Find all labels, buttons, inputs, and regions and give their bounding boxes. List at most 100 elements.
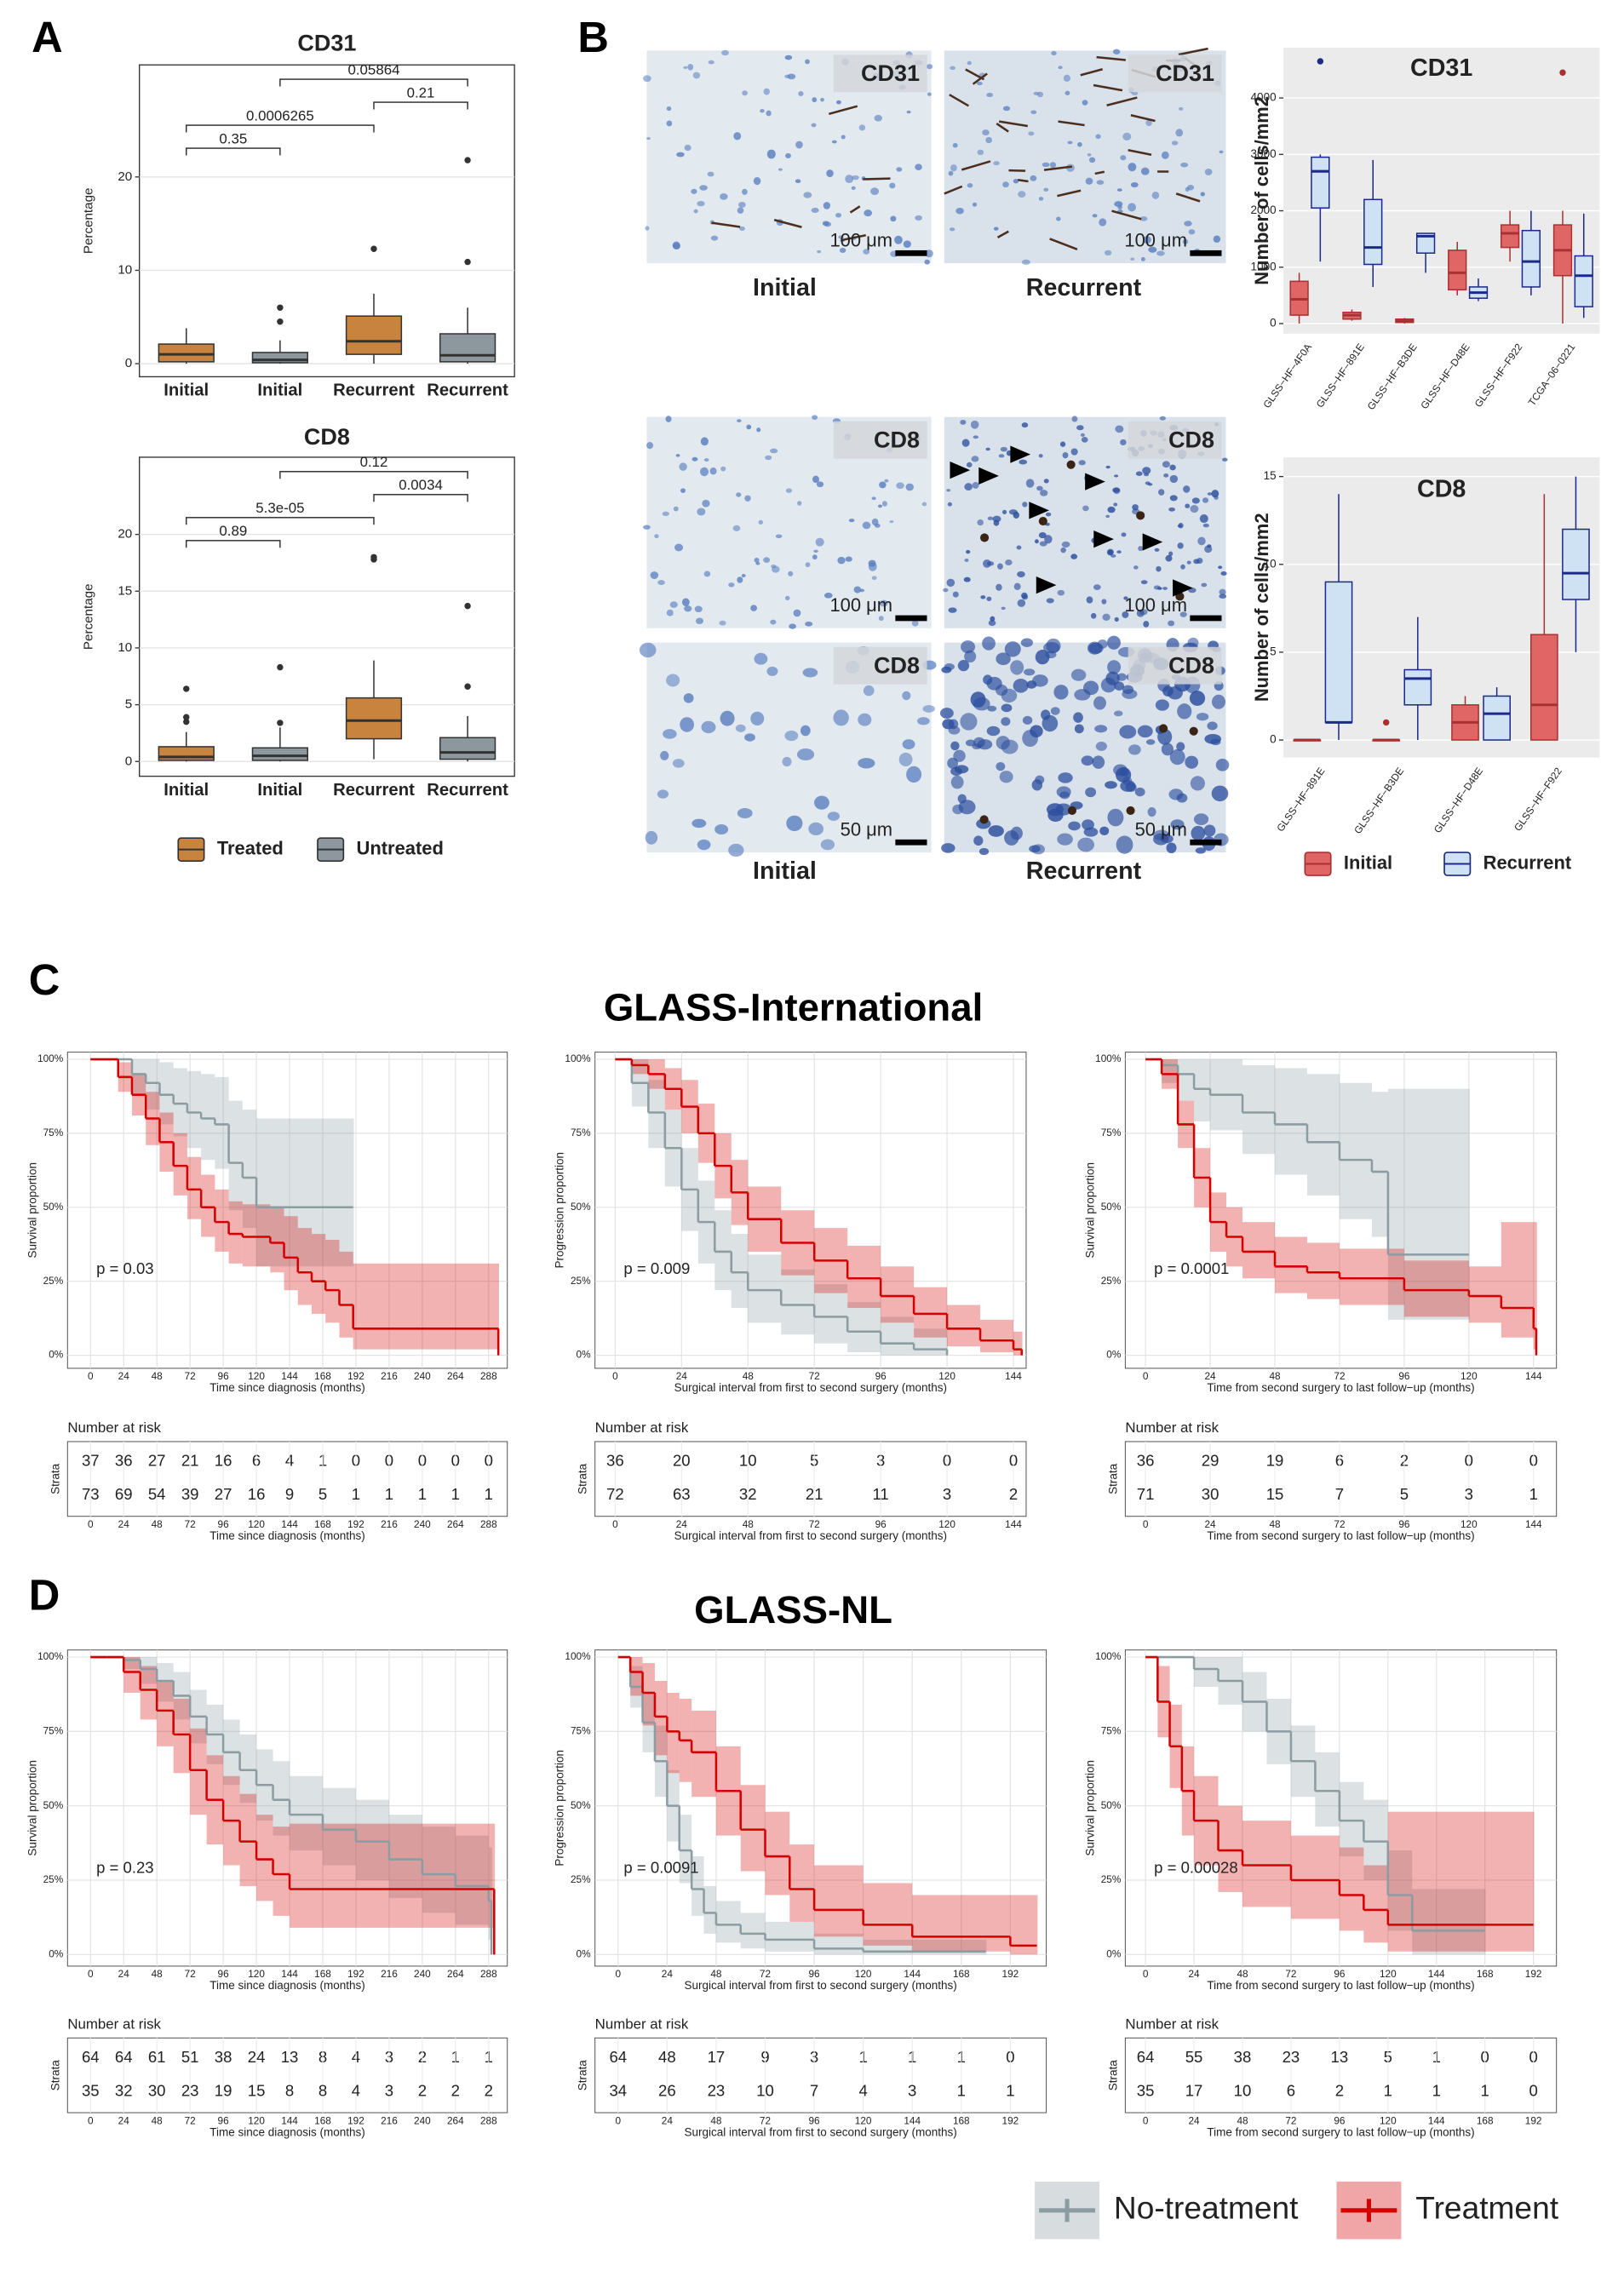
confidence-band [140, 1657, 158, 1684]
x-tick-label: 96 [1398, 1370, 1410, 1382]
nucleus [852, 175, 859, 181]
nucleus [694, 605, 703, 613]
risk-x-tick-label: 0 [88, 1518, 94, 1530]
nucleus [924, 259, 930, 265]
nucleus [1145, 119, 1152, 127]
confidence-band [157, 1663, 174, 1702]
nucleus [1086, 596, 1093, 604]
risk-count: 1 [1432, 2081, 1441, 2099]
nucleus [1137, 725, 1153, 738]
micrograph-caption: Recurrent [1026, 857, 1142, 885]
nucleus [654, 534, 659, 539]
nucleus [697, 200, 705, 207]
nucleus [898, 752, 913, 766]
risk-count: 2 [485, 2081, 493, 2099]
nucleus [660, 750, 669, 760]
x-tick-label: 48 [152, 1968, 164, 1980]
nucleus [986, 596, 992, 601]
nucleus [868, 562, 877, 571]
x-tick-label: 72 [1334, 1370, 1345, 1382]
risk-count: 35 [1137, 2081, 1155, 2099]
nucleus [1071, 416, 1078, 422]
comparison-bracket [279, 471, 468, 479]
chart-title: CD8 [1417, 475, 1466, 502]
nucleus [1188, 229, 1196, 235]
nucleus [1046, 598, 1054, 604]
nucleus [957, 660, 970, 672]
nucleus [699, 185, 708, 191]
nucleus [1130, 182, 1139, 188]
nucleus [1162, 461, 1170, 468]
nucleus [1001, 509, 1007, 514]
risk-x-axis-label: Time since diagnosis (months) [209, 1529, 365, 1542]
nucleus [879, 481, 887, 489]
plot-background [139, 456, 515, 777]
nucleus [703, 571, 711, 577]
nucleus [770, 448, 778, 454]
nucleus [695, 617, 704, 624]
nucleus [735, 724, 746, 732]
nucleus [1175, 129, 1184, 137]
y-tick-label: 75% [1101, 1724, 1122, 1736]
risk-x-axis-label: Time since diagnosis (months) [209, 2125, 365, 2138]
confidence-band [323, 1823, 356, 1928]
nucleus [643, 75, 651, 83]
nucleus [1105, 514, 1110, 519]
nucleus [798, 90, 804, 97]
nucleus [1059, 791, 1070, 800]
legend-label: Treatment [1415, 2190, 1558, 2226]
confidence-band [814, 1933, 864, 1955]
nucleus [1092, 755, 1105, 769]
nucleus [1107, 635, 1121, 650]
nucleus [955, 207, 964, 215]
nucleus [1030, 175, 1037, 181]
vessel [998, 120, 1029, 128]
confidence-band [863, 1883, 913, 1946]
nucleus [1153, 585, 1161, 590]
nucleus [947, 502, 952, 507]
x-tick-label: 0 [612, 1370, 618, 1382]
panel-label: D [29, 1570, 60, 1619]
outlier [183, 685, 190, 692]
arrowhead [978, 467, 999, 485]
nucleus [982, 636, 996, 651]
nucleus [1139, 216, 1148, 221]
risk-count: 10 [756, 2081, 774, 2099]
section-title: GLASS-International [604, 986, 983, 1029]
nucleus [1002, 106, 1011, 112]
nucleus [708, 60, 714, 65]
confidence-band [714, 1210, 732, 1291]
nucleus [1088, 642, 1104, 654]
confidence-band [312, 1234, 326, 1314]
confidence-band [1403, 1088, 1469, 1320]
nucleus [1145, 739, 1156, 745]
confidence-band [1468, 1088, 1470, 1320]
risk-x-tick-label: 72 [809, 1518, 820, 1530]
comparison-bracket [373, 101, 468, 110]
scale-label: 50 μm [841, 819, 892, 840]
nucleus [853, 586, 862, 594]
vessel [1175, 192, 1201, 203]
nucleus [744, 733, 755, 742]
outlier [1317, 58, 1324, 65]
nucleus [998, 454, 1005, 458]
y-axis-label: Survival proportion [26, 1162, 38, 1259]
y-tick-label: 5 [125, 697, 132, 712]
nucleus [948, 725, 961, 735]
nucleus [676, 152, 685, 158]
nucleus [1136, 609, 1145, 617]
x-tick-label: Recurrent [333, 381, 415, 400]
box [1483, 695, 1511, 741]
nucleus [961, 439, 970, 447]
risk-count: 21 [806, 1485, 823, 1503]
risk-x-tick-label: 48 [1269, 1518, 1281, 1530]
outlier [277, 720, 284, 726]
p-value: p = 0.0091 [623, 1858, 698, 1876]
x-axis-label: Time since diagnosis (months) [209, 1381, 365, 1394]
y-axis-label: Number of cells/mm2 [1251, 513, 1272, 702]
x-tick-label: 120 [855, 1968, 872, 1980]
x-tick-label: 144 [281, 1370, 298, 1382]
nucleus [691, 188, 697, 194]
nucleus [1057, 833, 1073, 846]
risk-x-tick-label: 72 [1334, 1518, 1345, 1530]
